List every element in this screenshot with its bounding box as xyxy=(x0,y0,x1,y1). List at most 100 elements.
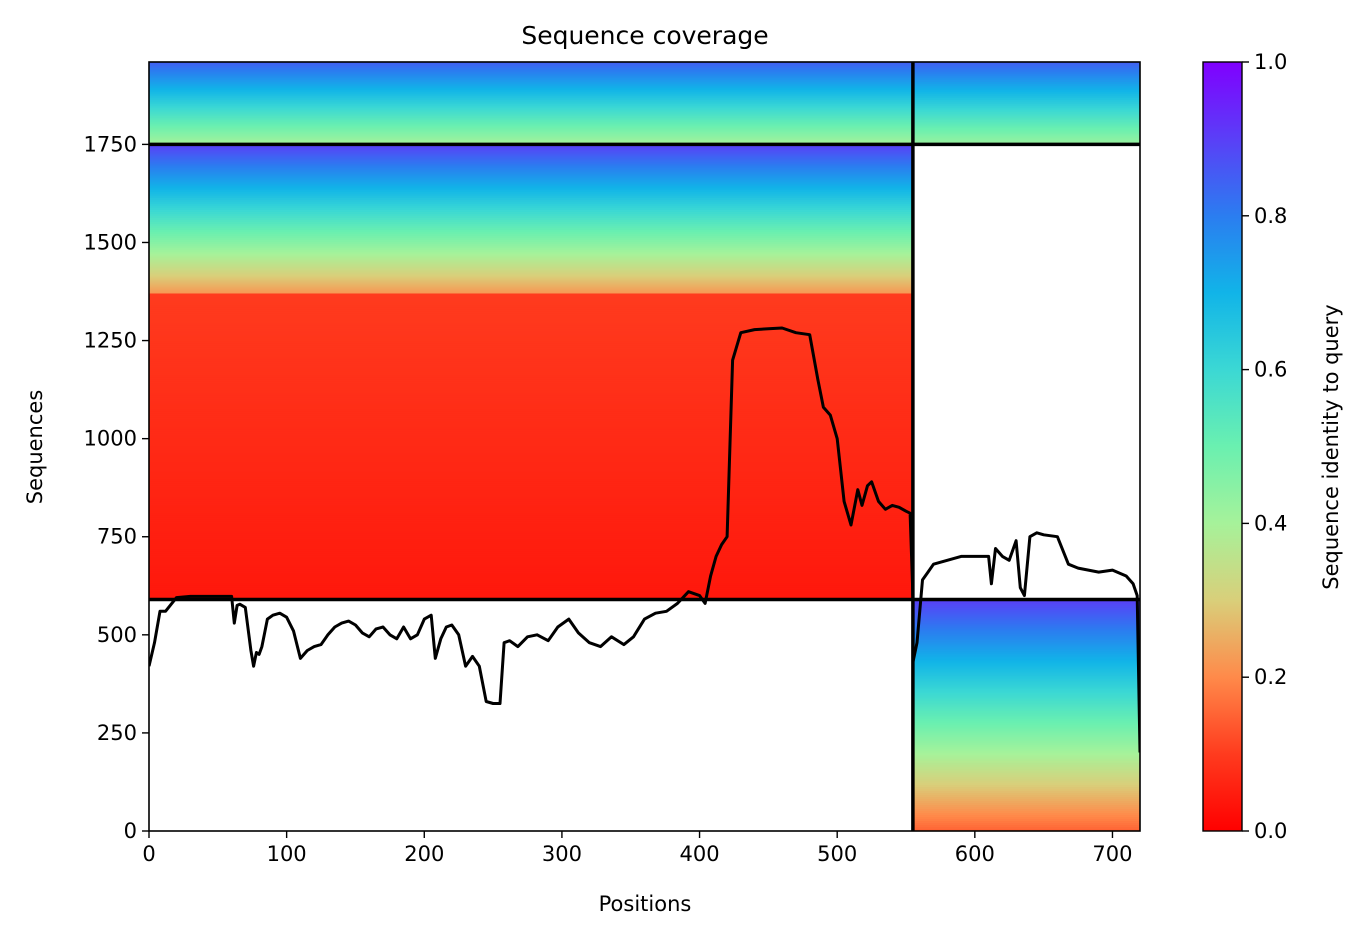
coverage-row xyxy=(912,108,1140,111)
coverage-row xyxy=(149,78,913,81)
coverage-row xyxy=(912,625,1140,629)
coverage-row xyxy=(912,735,1140,738)
coverage-row xyxy=(912,665,1140,668)
coverage-row xyxy=(149,553,913,557)
coverage-row xyxy=(912,82,1140,85)
coverage-row xyxy=(912,661,1140,664)
coverage-row xyxy=(149,461,913,465)
coverage-row xyxy=(149,347,913,351)
coverage-row xyxy=(912,795,1140,798)
coverage-row xyxy=(149,213,913,217)
coverage-row xyxy=(912,613,1140,617)
coverage-row xyxy=(912,102,1140,105)
coverage-row xyxy=(149,255,913,259)
coverage-row xyxy=(912,701,1140,704)
coverage-row xyxy=(149,186,913,189)
coverage-row xyxy=(149,497,913,501)
coverage-row xyxy=(149,473,913,477)
coverage-row xyxy=(149,162,913,165)
coverage-row xyxy=(912,114,1140,117)
coverage-row xyxy=(149,457,913,461)
coverage-row xyxy=(912,80,1140,83)
coverage-row xyxy=(149,174,913,177)
coverage-row xyxy=(149,427,913,431)
coverage-row xyxy=(149,351,913,355)
coverage-row xyxy=(149,383,913,387)
coverage-row xyxy=(912,697,1140,700)
coverage-row xyxy=(149,475,913,479)
coverage-row xyxy=(149,299,913,303)
coverage-row xyxy=(912,705,1140,708)
coverage-row xyxy=(912,607,1140,611)
coverage-row xyxy=(149,311,913,315)
coverage-row xyxy=(149,196,913,199)
coverage-row xyxy=(912,673,1140,676)
y-tick-label: 1750 xyxy=(84,132,137,156)
coverage-row xyxy=(149,265,913,269)
coverage-row xyxy=(912,767,1140,770)
coverage-row xyxy=(149,369,913,373)
coverage-line-2 xyxy=(911,531,1140,753)
coverage-row xyxy=(912,68,1140,71)
coverage-row xyxy=(149,335,913,339)
coverage-row xyxy=(149,64,913,67)
coverage-row xyxy=(149,357,913,361)
coverage-row xyxy=(149,423,913,427)
coverage-row xyxy=(149,239,913,243)
coverage-row xyxy=(912,643,1140,647)
coverage-row xyxy=(912,693,1140,696)
coverage-row xyxy=(149,537,913,541)
coverage-row xyxy=(149,166,913,169)
coverage-row xyxy=(149,477,913,481)
y-tick-label: 1500 xyxy=(84,230,137,254)
coverage-row xyxy=(149,499,913,503)
coverage-row xyxy=(149,503,913,507)
coverage-row xyxy=(912,100,1140,103)
coverage-row xyxy=(149,76,913,79)
coverage-row xyxy=(149,136,913,139)
coverage-row xyxy=(912,609,1140,613)
coverage-row xyxy=(912,629,1140,633)
coverage-row xyxy=(149,285,913,289)
coverage-row xyxy=(149,417,913,421)
coverage-row xyxy=(149,587,913,591)
coverage-row xyxy=(912,731,1140,734)
coverage-row xyxy=(912,653,1140,656)
coverage-row xyxy=(912,637,1140,641)
coverage-row xyxy=(149,459,913,463)
coverage-row xyxy=(912,104,1140,107)
coverage-row xyxy=(149,555,913,559)
coverage-row xyxy=(149,433,913,437)
chain-dividers xyxy=(149,62,1140,831)
coverage-row xyxy=(149,579,913,583)
coverage-row xyxy=(912,92,1140,95)
coverage-row xyxy=(912,112,1140,115)
coverage-row xyxy=(912,809,1140,812)
coverage-row xyxy=(149,581,913,585)
coverage-row xyxy=(912,687,1140,690)
coverage-row xyxy=(149,481,913,485)
coverage-row xyxy=(149,168,913,171)
coverage-row xyxy=(912,615,1140,619)
coverage-row xyxy=(912,729,1140,732)
coverage-row xyxy=(912,797,1140,800)
coverage-row xyxy=(912,787,1140,790)
coverage-row xyxy=(149,130,913,133)
coverage-row xyxy=(149,337,913,341)
coverage-row xyxy=(149,401,913,405)
coverage-row xyxy=(149,74,913,77)
coverage-row xyxy=(149,225,913,229)
coverage-row xyxy=(912,815,1140,818)
coverage-row xyxy=(912,126,1140,129)
coverage-row xyxy=(149,289,913,293)
coverage-row xyxy=(912,703,1140,706)
coverage-row xyxy=(149,281,913,285)
coverage-row xyxy=(149,591,913,595)
coverage-row xyxy=(912,140,1140,143)
y-tick-label: 1000 xyxy=(84,427,137,451)
coverage-row xyxy=(149,583,913,587)
coverage-row xyxy=(149,435,913,439)
coverage-row xyxy=(912,749,1140,752)
coverage-row xyxy=(149,251,913,255)
coverage-row xyxy=(149,377,913,381)
